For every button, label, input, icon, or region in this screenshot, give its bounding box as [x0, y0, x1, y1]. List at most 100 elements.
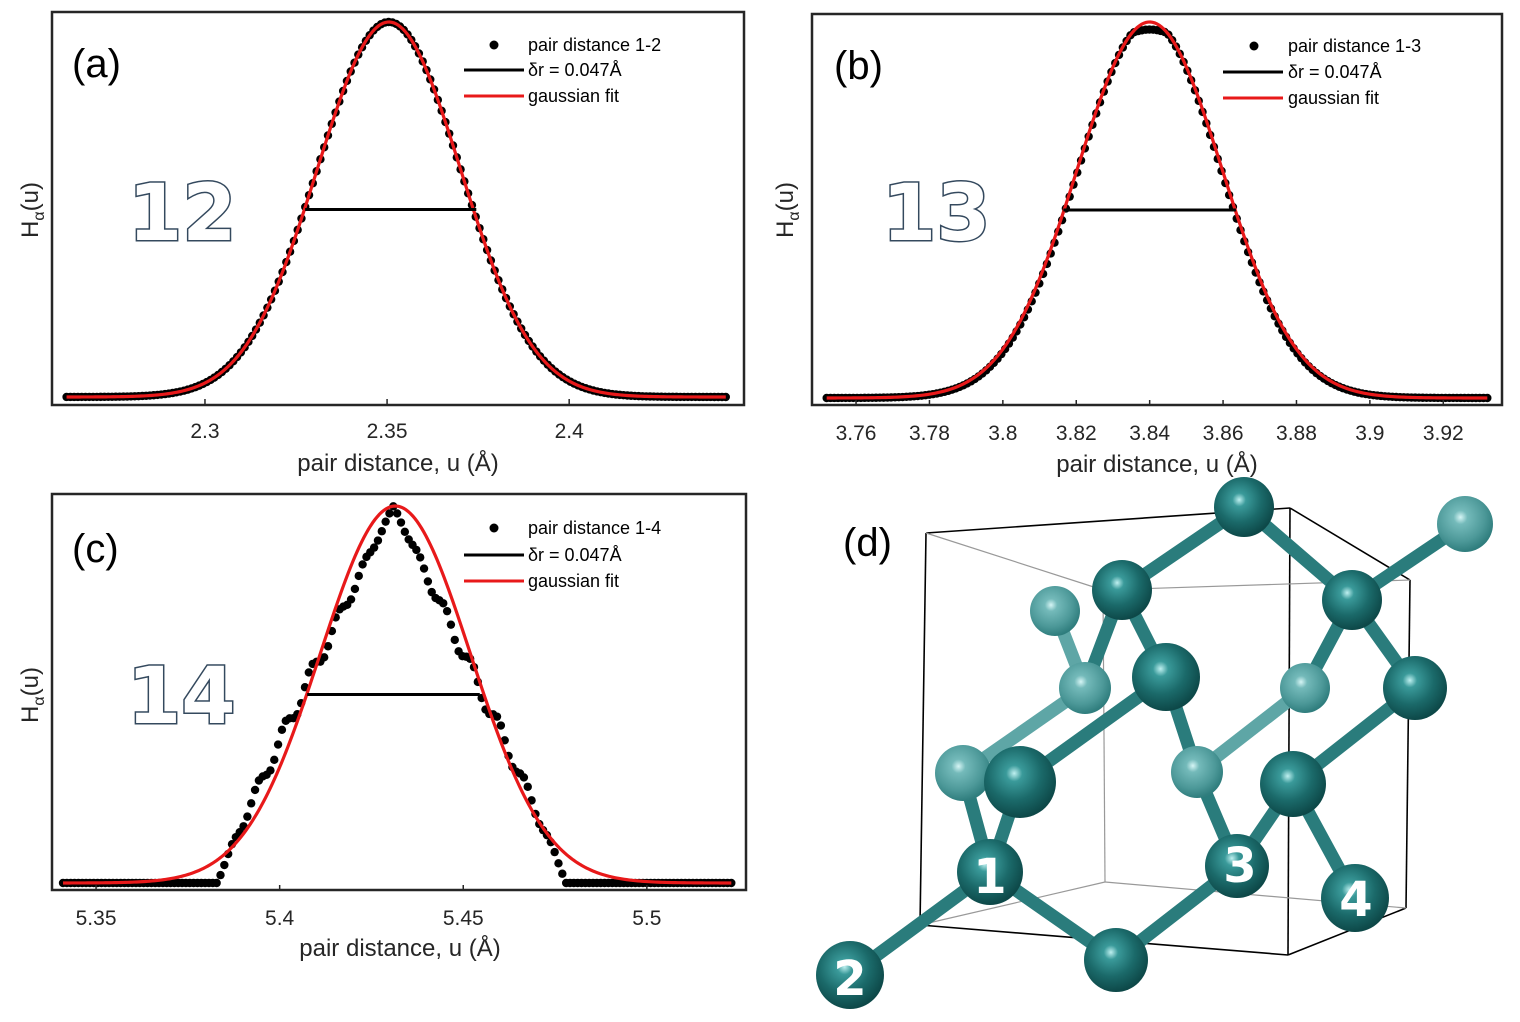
data-point [350, 584, 360, 594]
data-point [550, 847, 559, 857]
data-point [419, 564, 429, 573]
x-tick-label: 2.35 [367, 420, 408, 443]
panel-b-legend-entry-fwhm: δr = 0.047Å [1288, 62, 1382, 82]
panel-a-label: (a) [72, 42, 121, 86]
cell-edge-back [919, 881, 1106, 926]
panel-a-legend-entry-fit: gaussian fit [528, 86, 619, 106]
panel-c-legend: pair distance 1-4 δr = 0.047Å gaussian f… [464, 518, 661, 591]
panel-a-x-axis: 2.3 2.35 2.4 [190, 399, 584, 443]
cell-edge [1405, 579, 1411, 909]
panel-b-label: (b) [834, 44, 883, 88]
data-point [446, 620, 456, 629]
data-point [396, 518, 406, 527]
data-point [496, 721, 506, 730]
panel-b-legend: pair distance 1-3 δr = 0.047Å gaussian f… [1223, 36, 1421, 108]
panel-d-label: (d) [843, 521, 892, 565]
data-point [1483, 393, 1492, 403]
panel-b-x-axis-label: pair distance, u (Å) [1056, 450, 1257, 478]
data-point [373, 536, 383, 545]
data-point [273, 740, 283, 749]
atom [1322, 570, 1382, 630]
data-point [527, 796, 536, 805]
atom [1171, 746, 1223, 798]
data-point [212, 878, 221, 888]
x-tick-label: 3.76 [836, 422, 877, 445]
cell-edge [1287, 907, 1407, 956]
panel-b-chart: (b) 13 pair distance 1-3 δr = 0.047Å gau… [772, 12, 1504, 478]
x-tick-label: 5.5 [632, 907, 661, 930]
atom [816, 941, 884, 1009]
x-tick-label: 3.82 [1056, 422, 1097, 445]
data-point [358, 560, 367, 569]
panel-b-legend-entry-fit: gaussian fit [1288, 88, 1379, 108]
atom [1321, 864, 1389, 932]
panel-c-legend-entry-points: pair distance 1-4 [528, 518, 661, 538]
atom [1383, 656, 1447, 720]
panel-a-chart: (a) 12 pair distance 1-2 δr = 0.047Å gau… [17, 10, 746, 477]
data-point [304, 668, 314, 677]
atom-label-2: 2 [833, 951, 866, 1007]
panel-d-structure: (d) 1 2 3 4 [816, 477, 1493, 1009]
data-point [220, 860, 229, 870]
x-tick-label: 3.9 [1355, 422, 1384, 445]
atom [1280, 663, 1330, 713]
data-point [519, 773, 529, 782]
gaussian-fit-line [826, 20, 1488, 400]
panel-c-big-label: 14 [127, 652, 236, 742]
data-point [266, 766, 275, 775]
atom [1437, 496, 1493, 552]
legend-marker-points [489, 40, 499, 50]
atom [1030, 586, 1080, 636]
panel-c-x-axis-label: pair distance, u (Å) [299, 934, 500, 962]
atoms [816, 477, 1493, 1009]
panel-c-frame [50, 492, 748, 892]
atom [957, 839, 1023, 905]
gaussian-fit-line [63, 504, 732, 885]
x-tick-label: 5.35 [76, 907, 117, 930]
cell-edge [919, 532, 927, 926]
panel-c-y-axis-label: Hα(u) [17, 667, 48, 723]
panel-c-x-axis: 5.35 5.4 5.45 5.5 [76, 885, 661, 930]
data-point [523, 782, 532, 791]
data-point [250, 785, 260, 795]
data-point [392, 509, 402, 518]
gaussian-fit-line [66, 20, 726, 399]
data-point [412, 545, 421, 555]
panel-c-chart: (c) 14 pair distance 1-4 δr = 0.047Å gau… [17, 492, 748, 962]
cell-edge [1287, 507, 1291, 956]
atom [935, 745, 991, 801]
data-point [416, 553, 425, 562]
data-point [377, 527, 386, 536]
data-point [247, 799, 256, 808]
panel-a-legend: pair distance 1-2 δr = 0.047Å gaussian f… [464, 35, 661, 106]
data-point [270, 755, 279, 765]
x-tick-label: 3.86 [1203, 422, 1244, 445]
data-point [558, 869, 567, 878]
panel-c-legend-entry-fwhm: δr = 0.047Å [528, 545, 622, 565]
data-point [423, 577, 433, 586]
legend-marker-points [489, 523, 499, 533]
atom [1214, 477, 1274, 537]
atom [1260, 751, 1326, 817]
data-point [346, 595, 356, 604]
data-point [450, 635, 459, 645]
atom [1059, 662, 1111, 714]
data-point [277, 725, 287, 735]
atom [1132, 643, 1200, 711]
data-point [323, 642, 333, 651]
x-tick-label: 3.92 [1423, 422, 1464, 445]
x-tick-label: 5.45 [443, 907, 484, 930]
x-tick-label: 5.4 [265, 907, 295, 930]
panel-a-x-axis-label: pair distance, u (Å) [297, 449, 498, 477]
panel-c-label: (c) [72, 527, 119, 571]
atom-label-1: 1 [973, 849, 1006, 905]
panel-c-plot-area [58, 502, 736, 888]
panel-a-legend-entry-fwhm: δr = 0.047Å [528, 60, 622, 80]
x-tick-label: 3.84 [1129, 422, 1170, 445]
data-point [400, 527, 410, 537]
atom [984, 746, 1056, 818]
panel-c-legend-entry-fit: gaussian fit [528, 571, 619, 591]
data-point [319, 653, 329, 662]
data-point [369, 543, 379, 552]
panel-b-x-axis: 3.76 3.78 3.8 3.82 3.84 3.86 3.88 3.9 3.92 [836, 400, 1464, 445]
